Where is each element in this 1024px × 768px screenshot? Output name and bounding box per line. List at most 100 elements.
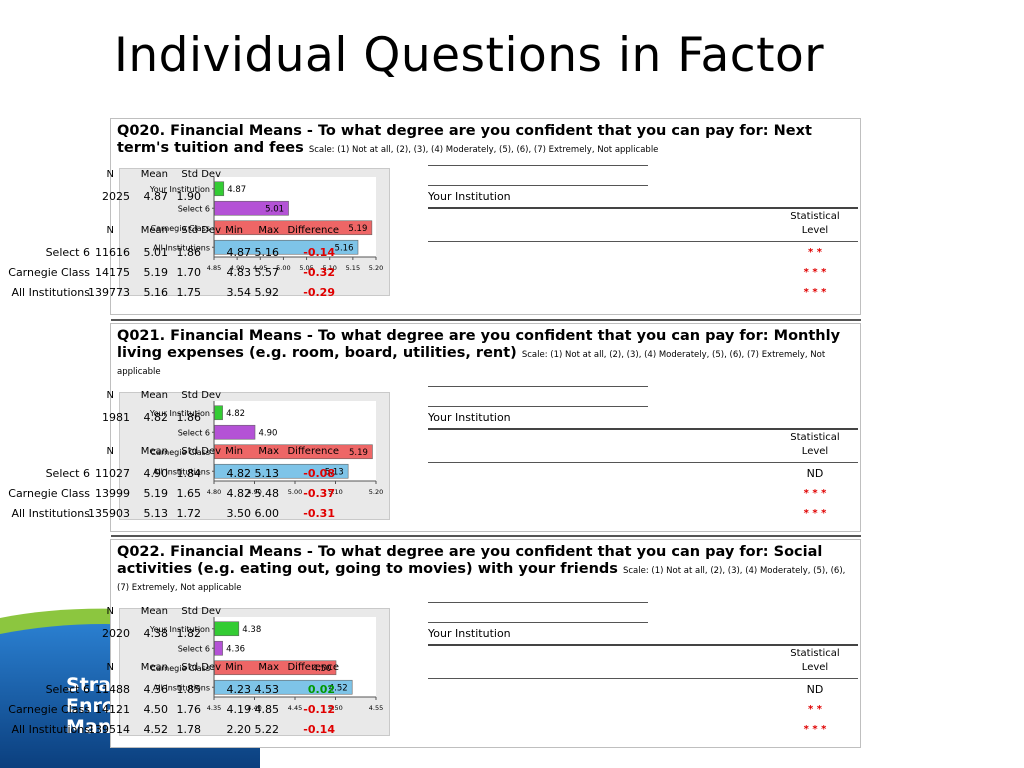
x-tick-label: 5.05 [299, 264, 313, 272]
cell-n: 1981 [102, 411, 130, 424]
cell-mean: 4.52 [143, 723, 169, 736]
table-rule [428, 622, 648, 623]
question-title: Q020. Financial Means - To what degree a… [117, 123, 812, 156]
column-header-n: N [106, 390, 114, 401]
cell-min: 2.20 [226, 723, 252, 736]
row-label: All Institutions [11, 507, 90, 520]
cell-mean: 5.19 [143, 487, 169, 500]
question-heading: Q020. Financial Means - To what degree a… [117, 123, 855, 157]
cell-max: 4.85 [254, 703, 280, 716]
bar [214, 424, 256, 440]
row-label: Carnegie Class [8, 703, 90, 716]
cell-std: 1.84 [176, 467, 202, 480]
x-tick-label: 5.15 [346, 264, 360, 272]
cell-level: * * * [803, 488, 827, 499]
cell-n: 2020 [102, 627, 130, 640]
cell-max: 4.53 [254, 683, 280, 696]
column-header-n: N [106, 225, 114, 236]
bar [214, 220, 373, 236]
cell-n: 14121 [95, 703, 130, 716]
cell-max: 6.00 [254, 507, 280, 520]
panel-divider [111, 535, 861, 537]
category-label: Select 6 [178, 428, 210, 437]
cell-std: 1.90 [176, 190, 202, 203]
table-rule [428, 207, 858, 209]
x-tick-label: 5.20 [369, 488, 383, 496]
column-header-difference: Difference [287, 446, 339, 457]
table-rule [428, 602, 648, 603]
cell-std: 1.86 [176, 246, 202, 259]
cell-level: * * * [803, 508, 827, 519]
cell-std: 1.70 [176, 266, 202, 279]
cell-level: * * * [803, 287, 827, 298]
cell-std: 1.86 [176, 411, 202, 424]
cell-level: ND [806, 683, 824, 696]
column-header-std: Std Dev [181, 662, 221, 673]
brand-text-line-3: Man [66, 716, 112, 738]
column-header-std: Std Dev [181, 606, 221, 617]
x-tick-label: 4.55 [369, 704, 383, 712]
column-header-std: Std Dev [181, 390, 221, 401]
cell-std: 1.75 [176, 286, 202, 299]
table-rule [428, 428, 858, 430]
row-label: Carnegie Class [8, 266, 90, 279]
data-label: 4.87 [227, 185, 246, 195]
cell-difference: -0.37 [303, 487, 335, 500]
category-label: Your Institution [149, 185, 210, 194]
cell-std: 1.82 [176, 627, 202, 640]
cell-n: 11488 [95, 683, 130, 696]
column-header-mean: Mean [140, 390, 168, 401]
question-panel-q021: Q021. Financial Means - To what degree a… [8, 323, 861, 532]
x-tick-label: 4.90 [230, 264, 244, 272]
cell-max: 5.13 [254, 467, 280, 480]
row-label: Your Institution [428, 190, 511, 203]
cell-difference: 0.02 [307, 683, 335, 696]
cell-difference: -0.29 [303, 286, 335, 299]
chart-svg: Your Institution 4.38 Select 6 4.36 Carnegie… [149, 617, 383, 712]
row-label: All Institutions [11, 286, 90, 299]
table-rule [428, 185, 648, 186]
cell-mean: 4.82 [143, 411, 169, 424]
category-label: Carnegie Class [151, 664, 210, 673]
x-tick-label: 5.00 [288, 488, 302, 496]
cell-min: 4.82 [226, 487, 252, 500]
column-header-n: N [106, 446, 114, 457]
column-header-difference: Difference [287, 225, 339, 236]
x-tick-label: 4.85 [207, 264, 221, 272]
cell-std: 1.65 [176, 487, 202, 500]
row-label: Your Institution [428, 627, 511, 640]
cell-min: 3.54 [226, 286, 252, 299]
cell-max: 5.92 [254, 286, 280, 299]
cell-max: 5.48 [254, 487, 280, 500]
column-header-mean: Mean [140, 606, 168, 617]
category-label: Carnegie Class [151, 224, 210, 233]
x-tick-label: 4.35 [207, 704, 221, 712]
slide-title: Individual Questions in Factor [114, 28, 825, 83]
data-label: 5.13 [325, 467, 344, 477]
cell-min: 4.87 [226, 246, 252, 259]
cell-n: 14175 [95, 266, 130, 279]
cell-std: 1.85 [176, 683, 202, 696]
row-label: All Institutions [11, 723, 90, 736]
cell-min: 4.83 [226, 266, 252, 279]
cell-std: 1.72 [176, 507, 202, 520]
question-scale: Scale: (1) Not at all, (2), (3), (4) Mod… [308, 145, 659, 155]
question-panel-q020: Q020. Financial Means - To what degree a… [8, 118, 861, 315]
cell-mean: 4.90 [143, 467, 169, 480]
column-header-n: N [106, 606, 114, 617]
bar [214, 463, 349, 479]
cell-n: 13999 [95, 487, 130, 500]
cell-difference: -0.32 [303, 266, 335, 279]
data-label: 4.82 [226, 409, 245, 419]
cell-mean: 5.19 [143, 266, 169, 279]
cell-mean: 4.87 [143, 190, 169, 203]
column-header-n: N [106, 662, 114, 673]
column-header-max: Max [258, 446, 279, 457]
cell-level: * * [808, 704, 822, 715]
column-header-std: Std Dev [181, 446, 221, 457]
category-label: All Institutions [153, 683, 210, 692]
question-scale: Scale: (1) Not at all, (2), (3), (4) Mod… [117, 350, 826, 377]
cell-n: 139773 [88, 286, 130, 299]
bar [214, 239, 359, 255]
column-header-mean: Mean [140, 225, 168, 236]
